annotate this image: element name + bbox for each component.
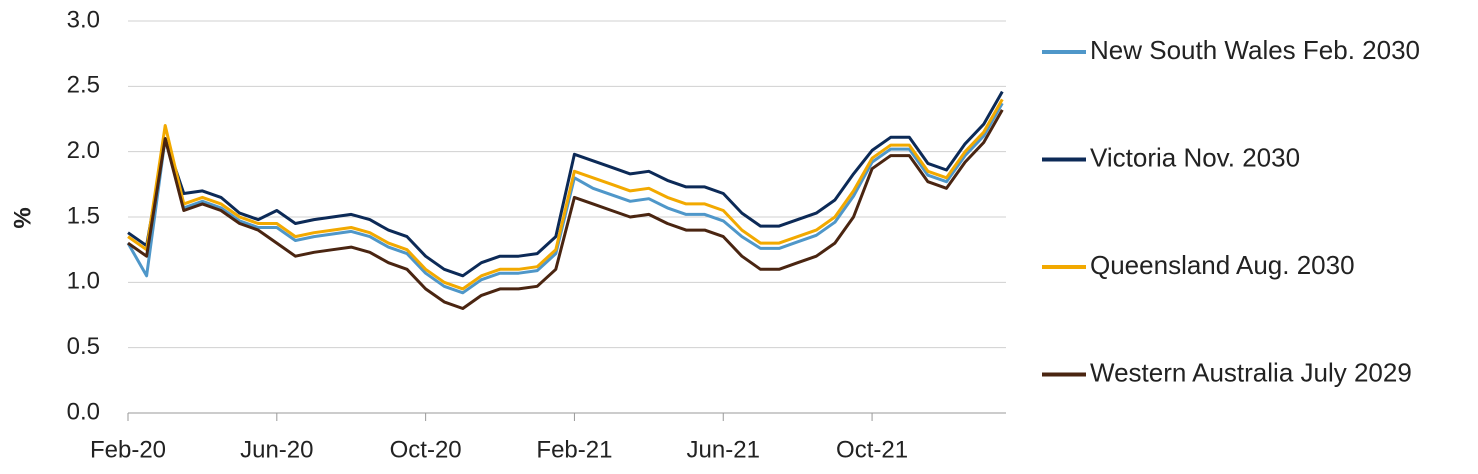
y-tick-label: 1.0 bbox=[67, 268, 100, 295]
series-line bbox=[127, 109, 1004, 310]
x-tick-label: Feb-20 bbox=[90, 436, 166, 463]
x-tick-label: Oct-21 bbox=[836, 436, 908, 463]
legend-label: Western Australia July 2029 bbox=[1090, 357, 1412, 387]
y-axis-label: % bbox=[9, 207, 36, 228]
y-tick-label: 0.0 bbox=[67, 398, 100, 425]
x-tick-label: Oct-20 bbox=[390, 436, 462, 463]
legend-label: Queensland Aug. 2030 bbox=[1090, 250, 1355, 280]
y-tick-label: 2.0 bbox=[67, 137, 100, 164]
series-line bbox=[127, 98, 1004, 291]
y-tick-label: 1.5 bbox=[67, 202, 100, 229]
y-tick-label: 2.5 bbox=[67, 72, 100, 99]
y-tick-label: 0.5 bbox=[67, 333, 100, 360]
x-tick-label: Jun-20 bbox=[240, 436, 313, 463]
legend-label: Victoria Nov. 2030 bbox=[1090, 142, 1300, 172]
y-tick-label: 3.0 bbox=[67, 6, 100, 33]
legend-label: New South Wales Feb. 2030 bbox=[1090, 35, 1420, 65]
series-line bbox=[127, 90, 1004, 278]
x-tick-label: Feb-21 bbox=[536, 436, 612, 463]
x-tick-label: Jun-21 bbox=[687, 436, 760, 463]
